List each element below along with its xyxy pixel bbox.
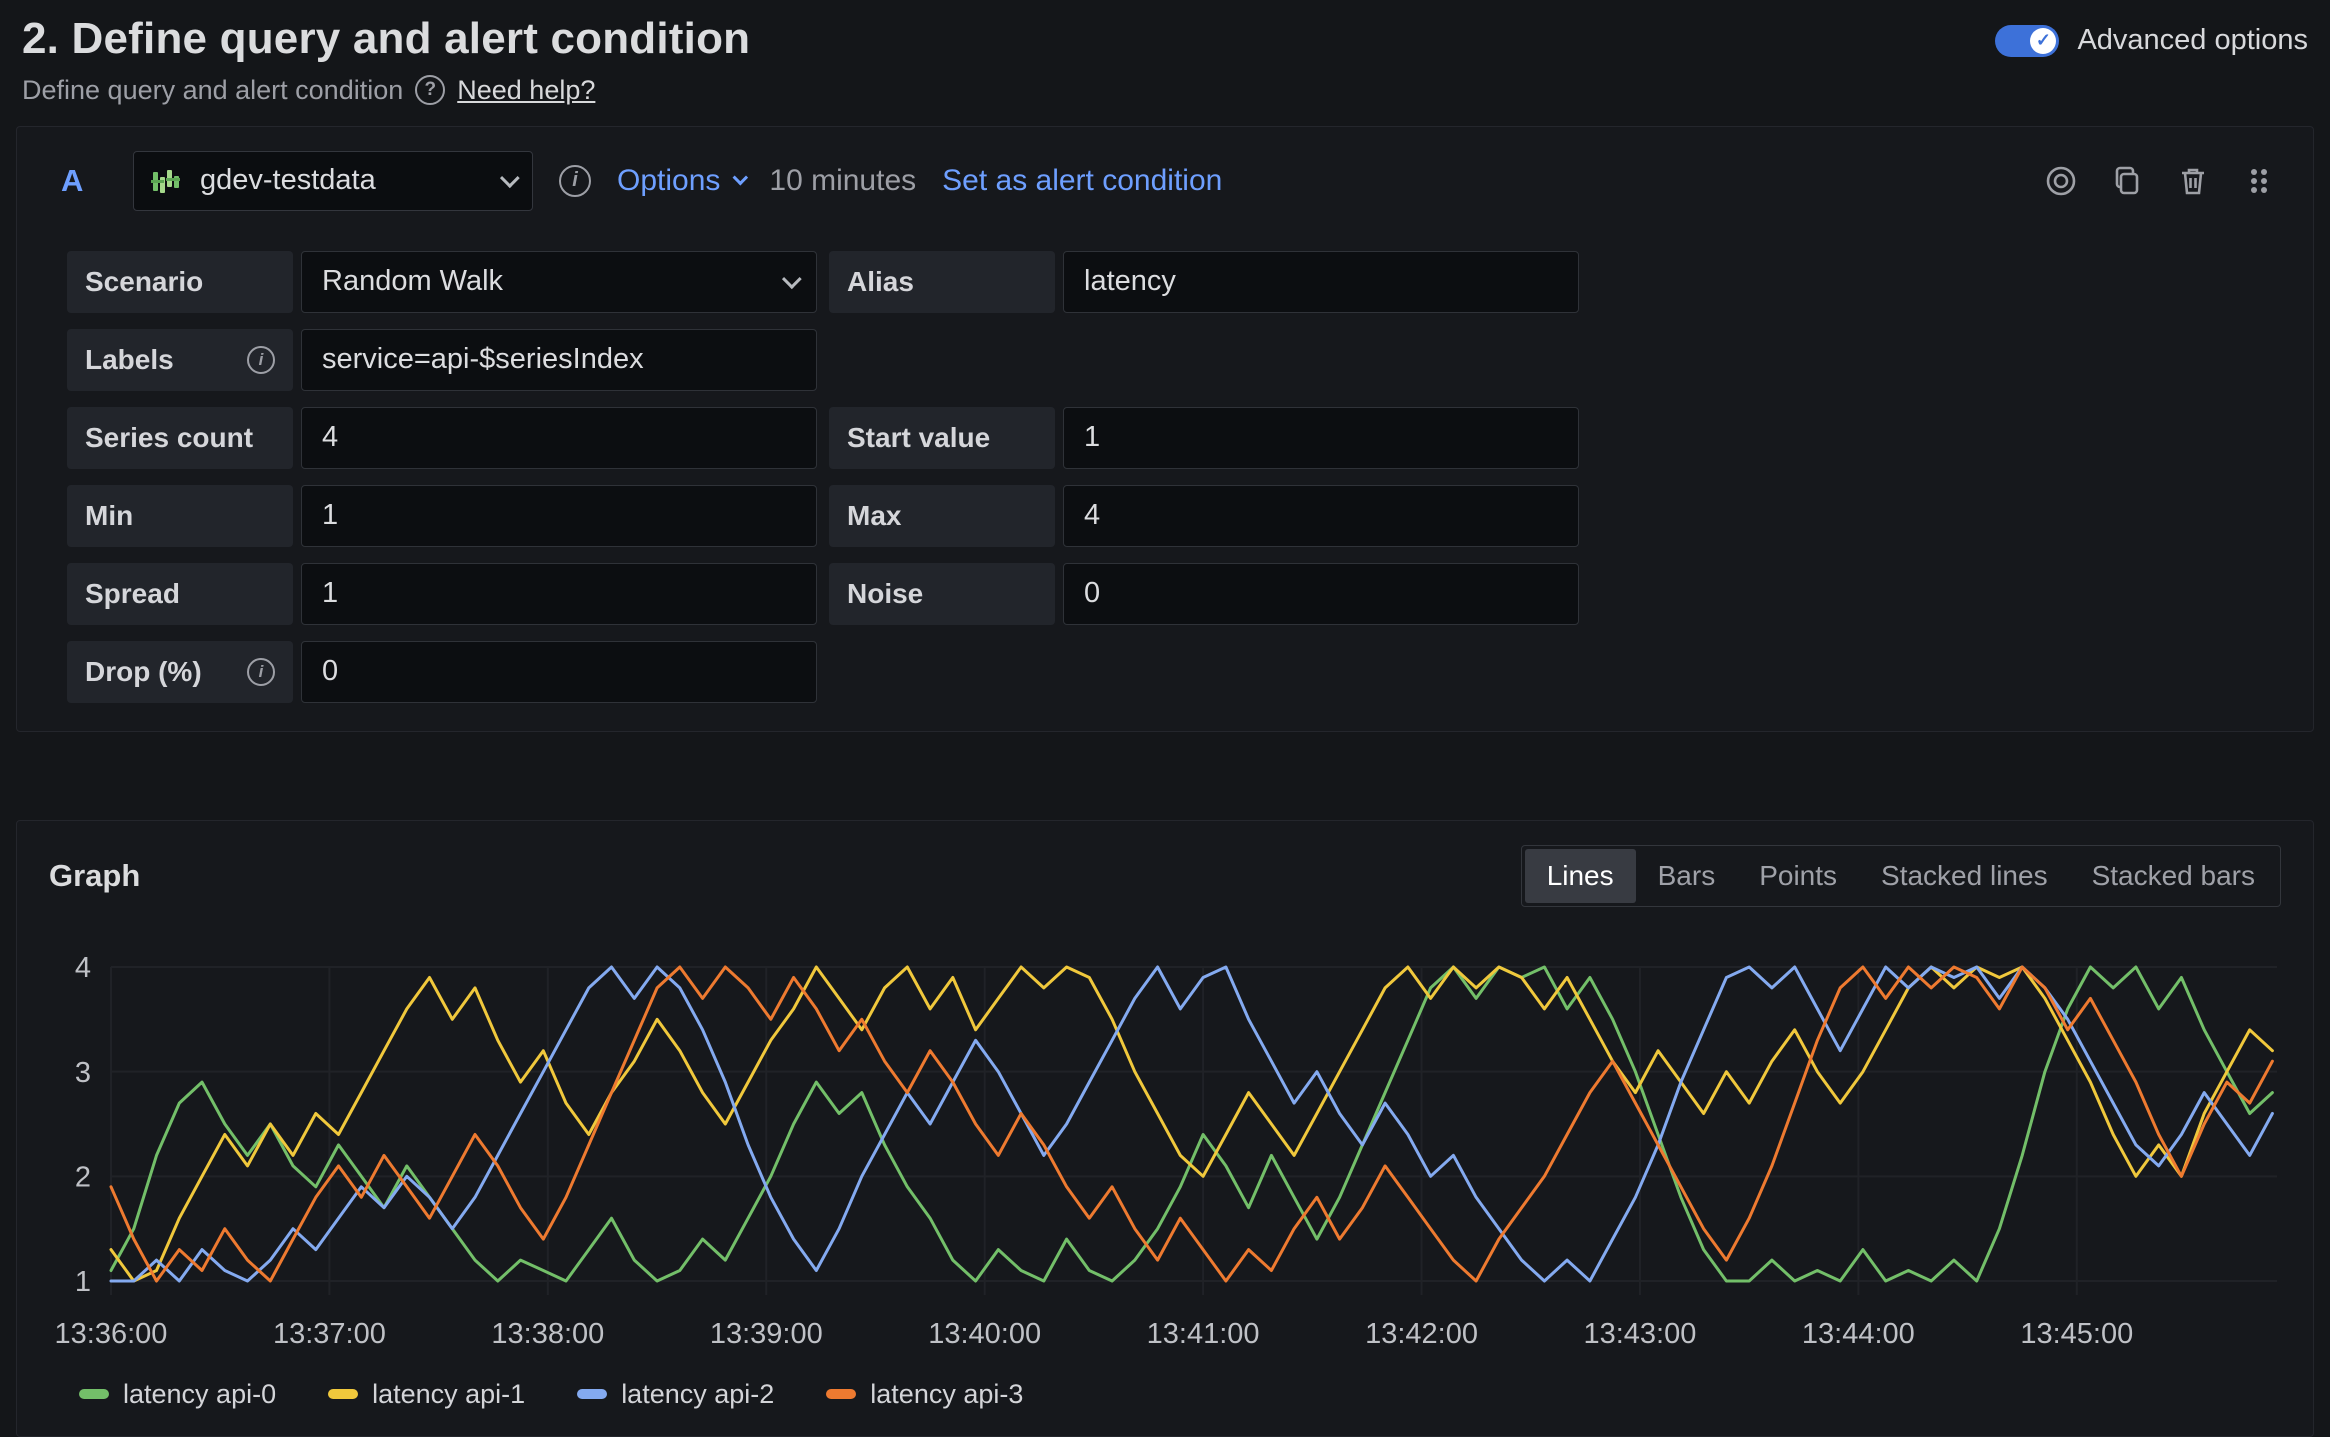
page-title: 2. Define query and alert condition	[22, 14, 751, 63]
display-mode-radio-group: Lines Bars Points Stacked lines Stacked bars	[1520, 844, 2281, 907]
y-axis-tick: 3	[75, 1056, 91, 1088]
datasource-name: gdev-testdata	[200, 164, 376, 197]
graph-panel-title: Graph	[49, 857, 141, 893]
legend-item-latency-api-3[interactable]: latency api-3	[826, 1379, 1023, 1410]
legend-item-latency-api-0[interactable]: latency api-0	[79, 1379, 276, 1410]
x-axis-tick: 13:41:00	[1147, 1318, 1260, 1350]
disable-query-icon[interactable]	[2043, 163, 2079, 199]
help-icon[interactable]: ?	[415, 75, 446, 106]
x-axis-tick: 13:43:00	[1583, 1318, 1696, 1350]
x-axis-tick: 13:40:00	[928, 1318, 1041, 1350]
legend-label: latency api-0	[123, 1378, 277, 1409]
display-mode-points[interactable]: Points	[1759, 859, 1838, 891]
legend-label: latency api-1	[372, 1378, 526, 1409]
x-axis-tick: 13:45:00	[2020, 1318, 2133, 1350]
testdata-datasource-icon	[150, 164, 184, 198]
time-range-label: 10 minutes	[769, 163, 917, 197]
form-row: Spread Noise	[67, 562, 2289, 625]
x-axis-tick: 13:39:00	[710, 1318, 823, 1350]
y-axis-tick: 2	[75, 1161, 91, 1193]
drag-handle-icon[interactable]	[2241, 163, 2277, 199]
form-row: Series count Start value	[67, 406, 2289, 469]
datasource-picker[interactable]: gdev-testdata	[133, 150, 533, 211]
need-help-link[interactable]: Need help?	[457, 74, 596, 105]
advanced-options-toggle[interactable]: ✓	[1995, 24, 2060, 57]
y-axis-tick: 1	[75, 1266, 91, 1298]
query-ref-id[interactable]: A	[61, 162, 84, 198]
set-alert-condition-button[interactable]: Set as alert condition	[942, 163, 1223, 197]
x-axis-tick: 13:42:00	[1365, 1318, 1478, 1350]
form-row: Scenario Random Walk Alias	[67, 250, 2289, 313]
drop-input[interactable]	[301, 640, 817, 703]
series-count-input[interactable]	[301, 406, 817, 469]
display-mode-lines[interactable]: Lines	[1524, 848, 1636, 903]
legend-label: latency api-2	[621, 1378, 775, 1409]
chart-wrap: 1 2 3 4 13:36:00 13:37:00 13:38:00 13:39:00 13:4…	[49, 943, 2281, 1410]
info-icon[interactable]: i	[247, 657, 275, 686]
field-label-scenario: Scenario	[67, 250, 293, 313]
chevron-down-icon	[781, 268, 802, 289]
graph-panel: Graph Lines Bars Points Stacked lines Stacke…	[16, 819, 2314, 1437]
query-info-icon[interactable]: i	[559, 164, 591, 197]
display-mode-bars[interactable]: Bars	[1657, 859, 1716, 891]
info-icon[interactable]: i	[247, 345, 275, 374]
noise-input[interactable]	[1063, 562, 1579, 625]
legend-swatch	[79, 1389, 109, 1400]
field-label-drop: Drop (%) i	[67, 640, 293, 703]
x-axis-tick: 13:36:00	[55, 1318, 168, 1350]
display-mode-stacked-bars[interactable]: Stacked bars	[2091, 859, 2255, 891]
form-row: Labels i	[67, 328, 2289, 391]
chevron-down-icon	[499, 167, 520, 188]
x-axis-tick: 13:38:00	[491, 1318, 604, 1350]
page-header: 2. Define query and alert condition Defi…	[16, 14, 2314, 106]
x-axis-tick: 13:44:00	[1802, 1318, 1915, 1350]
field-label-noise: Noise	[829, 562, 1055, 625]
chevron-down-icon	[732, 169, 749, 186]
duplicate-query-icon[interactable]	[2109, 163, 2145, 199]
labels-input[interactable]	[301, 328, 817, 391]
chart-legend: latency api-0 latency api-1 latency api-2 l…	[79, 1379, 2281, 1410]
page-subtitle: Define query and alert condition	[22, 74, 404, 105]
field-label-max: Max	[829, 484, 1055, 547]
form-row: Min Max	[67, 484, 2289, 547]
start-value-input[interactable]	[1063, 406, 1579, 469]
field-label-series-count: Series count	[67, 406, 293, 469]
remove-query-icon[interactable]	[2175, 163, 2211, 199]
toggle-check-icon: ✓	[2030, 27, 2057, 54]
options-expander[interactable]: Options	[617, 164, 749, 198]
field-label-min: Min	[67, 484, 293, 547]
query-toolbar: A gdev-testdata i Options 10 minutes Set…	[45, 143, 2289, 217]
graph-canvas[interactable]: 1 2 3 4 13:36:00 13:37:00 13:38:00 13:39:00 13:4…	[49, 943, 2281, 1361]
legend-swatch	[577, 1389, 608, 1400]
x-axis-tick: 13:37:00	[273, 1318, 386, 1350]
series-latency-api-0	[109, 965, 2274, 1283]
max-input[interactable]	[1063, 484, 1579, 547]
series-latency-api-3	[109, 965, 2274, 1283]
field-label-labels: Labels i	[67, 328, 293, 391]
form-row: Drop (%) i	[67, 640, 2289, 703]
legend-swatch	[826, 1389, 857, 1400]
y-axis-tick: 4	[75, 952, 91, 984]
field-label-start-value: Start value	[829, 406, 1055, 469]
legend-label: latency api-3	[870, 1378, 1024, 1409]
alias-input[interactable]	[1063, 250, 1579, 313]
legend-item-latency-api-2[interactable]: latency api-2	[577, 1379, 774, 1410]
field-label-spread: Spread	[67, 562, 293, 625]
query-editor-card: A gdev-testdata i Options 10 minutes Set…	[16, 125, 2314, 732]
legend-swatch	[328, 1389, 359, 1400]
legend-item-latency-api-1[interactable]: latency api-1	[328, 1379, 525, 1410]
advanced-options-label: Advanced options	[2077, 24, 2308, 56]
display-mode-stacked-lines[interactable]: Stacked lines	[1881, 859, 2048, 891]
spread-input[interactable]	[301, 562, 817, 625]
min-input[interactable]	[301, 484, 817, 547]
series-latency-api-2	[109, 965, 2274, 1283]
field-label-alias: Alias	[829, 250, 1055, 313]
scenario-select[interactable]: Random Walk	[301, 250, 817, 313]
